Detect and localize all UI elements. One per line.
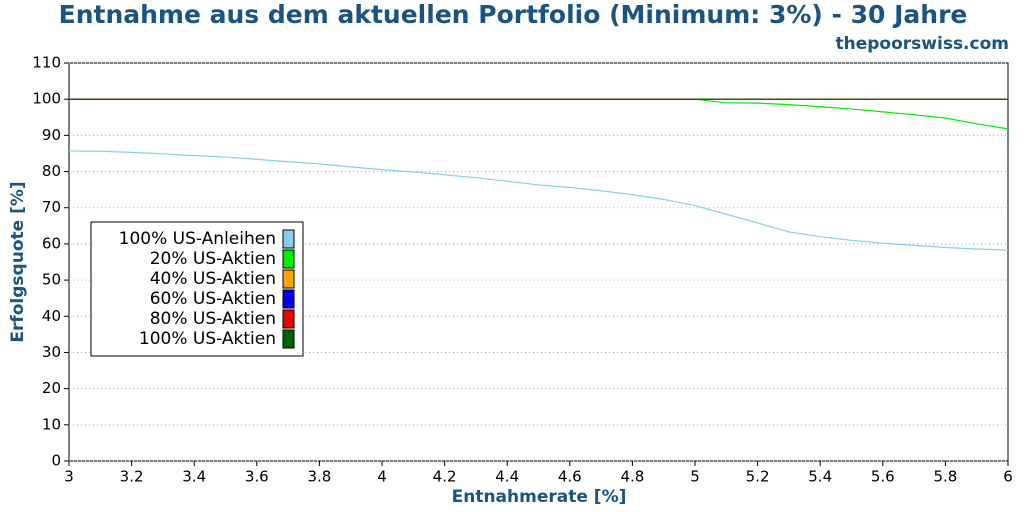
y-tick-label: 10	[42, 415, 61, 433]
x-axis-label: Entnahmerate [%]	[452, 487, 627, 507]
y-tick-label: 0	[51, 452, 61, 470]
x-tick-label: 5.2	[746, 468, 770, 486]
legend-swatch	[282, 229, 295, 249]
series-line	[68, 150, 1009, 251]
x-tick-label: 5	[690, 468, 700, 486]
legend-label: 100% US-Anleihen	[119, 229, 276, 249]
legend-label: 20% US-Aktien	[150, 249, 276, 269]
y-tick-label: 80	[42, 162, 61, 180]
x-tick-label: 5.4	[808, 468, 832, 486]
legend-label: 100% US-Aktien	[139, 329, 276, 349]
y-tick-label: 90	[42, 126, 61, 144]
x-tick-label: 5.8	[933, 468, 957, 486]
site-label: thepoorswiss.com	[836, 34, 1010, 54]
y-tick-label: 110	[32, 54, 61, 72]
legend-box	[90, 221, 304, 357]
x-tick-label: 4.4	[495, 468, 519, 486]
x-tick-label: 4	[377, 468, 387, 486]
x-tick-label: 3.6	[245, 468, 269, 486]
y-tick-label: 60	[42, 234, 61, 252]
y-tick-label: 100	[32, 90, 61, 108]
x-tick-label: 3.2	[120, 468, 144, 486]
legend-swatch	[282, 309, 295, 329]
x-tick-label: 4.6	[558, 468, 582, 486]
y-tick-label: 70	[42, 198, 61, 216]
chart-title: Entnahme aus dem aktuellen Portfolio (Mi…	[59, 0, 968, 29]
y-axis-label: Erfolgsquote [%]	[8, 181, 28, 342]
legend-label: 40% US-Aktien	[150, 269, 276, 289]
legend-swatch	[282, 249, 295, 269]
x-tick-label: 3.4	[182, 468, 206, 486]
x-tick-label: 5.6	[871, 468, 895, 486]
legend-swatch	[282, 329, 295, 349]
y-tick-label: 40	[42, 307, 61, 325]
x-tick-label: 4.8	[620, 468, 644, 486]
legend-swatch	[282, 269, 295, 289]
legend-label: 80% US-Aktien	[150, 309, 276, 329]
x-tick-label: 4.2	[433, 468, 457, 486]
x-tick-label: 3.8	[307, 468, 331, 486]
y-tick-label: 30	[42, 343, 61, 361]
x-tick-label: 6	[1003, 468, 1013, 486]
y-tick-label: 20	[42, 379, 61, 397]
x-tick-label: 3	[64, 468, 74, 486]
legend-label: 60% US-Aktien	[150, 289, 276, 309]
legend-swatch	[282, 289, 295, 309]
y-tick-label: 50	[42, 271, 61, 289]
